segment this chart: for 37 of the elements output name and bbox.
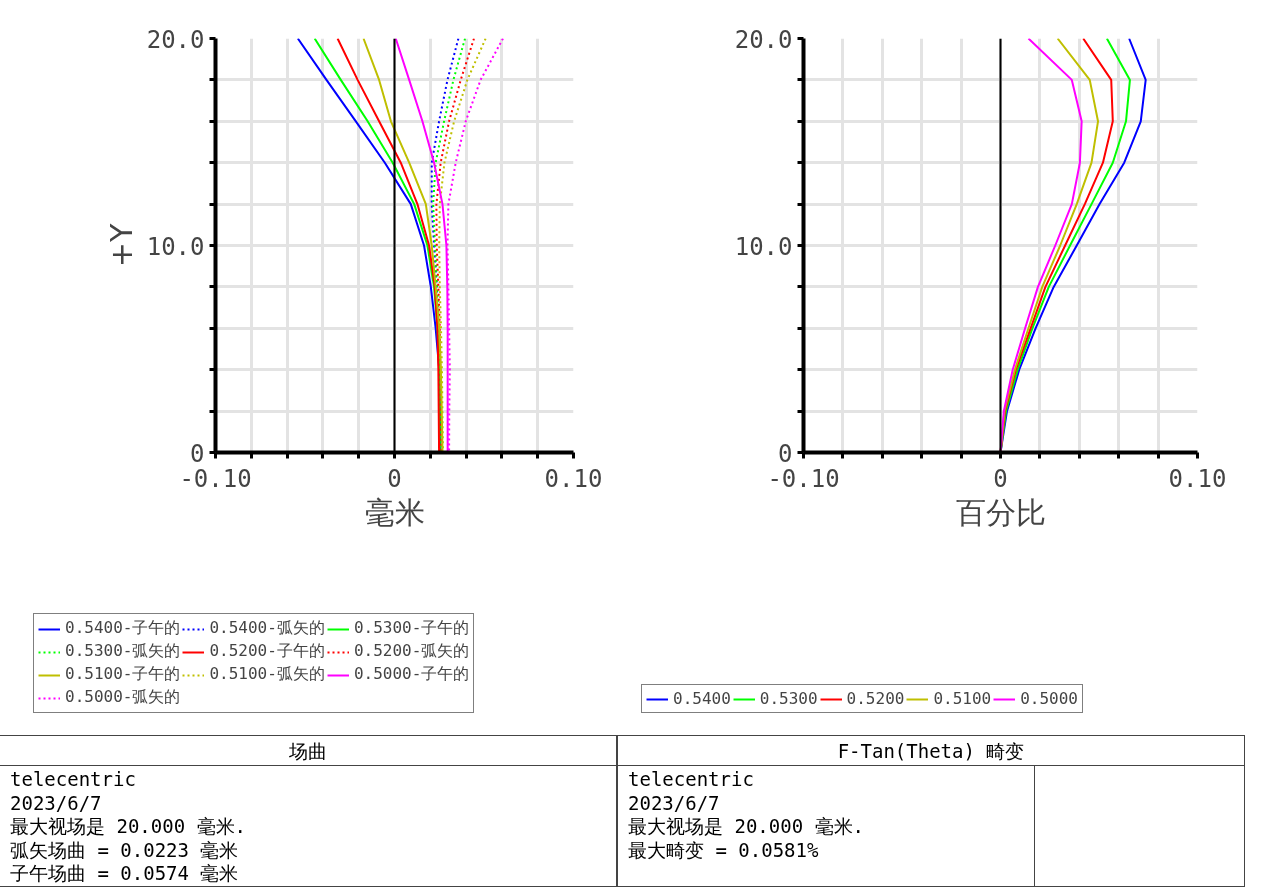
legend-label: 0.5200-子午的 <box>209 641 325 662</box>
text: F-Tan(Theta) 畸变 <box>618 736 1244 766</box>
y-tick-label: 20.0 <box>734 25 793 54</box>
text: 2023/6/7 <box>10 791 102 814</box>
text: 2023/6/7 <box>628 791 720 814</box>
x-tick-label: 0.10 <box>544 464 603 493</box>
legend-label: 0.5100-子午的 <box>65 664 181 685</box>
legend-label: 0.5100-弧矢的 <box>209 664 325 685</box>
x-tick-label: 0 <box>993 464 1008 493</box>
x-axis-title: 百分比 <box>955 494 1046 530</box>
legend-label: 0.5200 <box>846 689 905 708</box>
legend-label: 0.5300 <box>759 689 818 708</box>
legend-label: 0.5000-弧矢的 <box>65 687 181 708</box>
legend-label: 0.5100 <box>933 689 992 708</box>
legend-label: 0.5300-弧矢的 <box>65 641 181 662</box>
legend-label: 0.5300-子午的 <box>353 618 470 639</box>
x-tick-label: 0.10 <box>1168 464 1227 493</box>
legend-label: 0.5200-弧矢的 <box>353 641 470 662</box>
legend-label: 0.5000-子午的 <box>353 664 470 685</box>
y-tick-label: 10.0 <box>146 232 205 261</box>
y-tick-label: 10.0 <box>734 232 793 261</box>
text: 最大畸变 = 0.0581% <box>628 838 819 861</box>
text: telecentric <box>10 768 136 790</box>
y-axis-title: +Y <box>103 223 139 268</box>
legend-label: 0.5000 <box>1020 689 1078 708</box>
text: 弧矢场曲 = 0.0223 毫米 <box>10 838 239 861</box>
text: telecentric <box>628 768 754 790</box>
text: 场曲 <box>0 736 616 766</box>
x-axis-title: 毫米 <box>364 494 425 530</box>
text: 最大视场是 20.000 毫米. <box>10 815 246 837</box>
text: 子午场曲 = 0.0574 毫米 <box>10 862 239 884</box>
legend-label: 0.5400 <box>673 689 731 708</box>
text: 最大视场是 20.000 毫米. <box>628 815 864 837</box>
legend-label: 0.5400-子午的 <box>65 618 181 639</box>
x-tick-label: 0 <box>387 464 402 493</box>
y-tick-label: 20.0 <box>146 25 205 54</box>
legend-label: 0.5400-弧矢的 <box>209 618 325 639</box>
